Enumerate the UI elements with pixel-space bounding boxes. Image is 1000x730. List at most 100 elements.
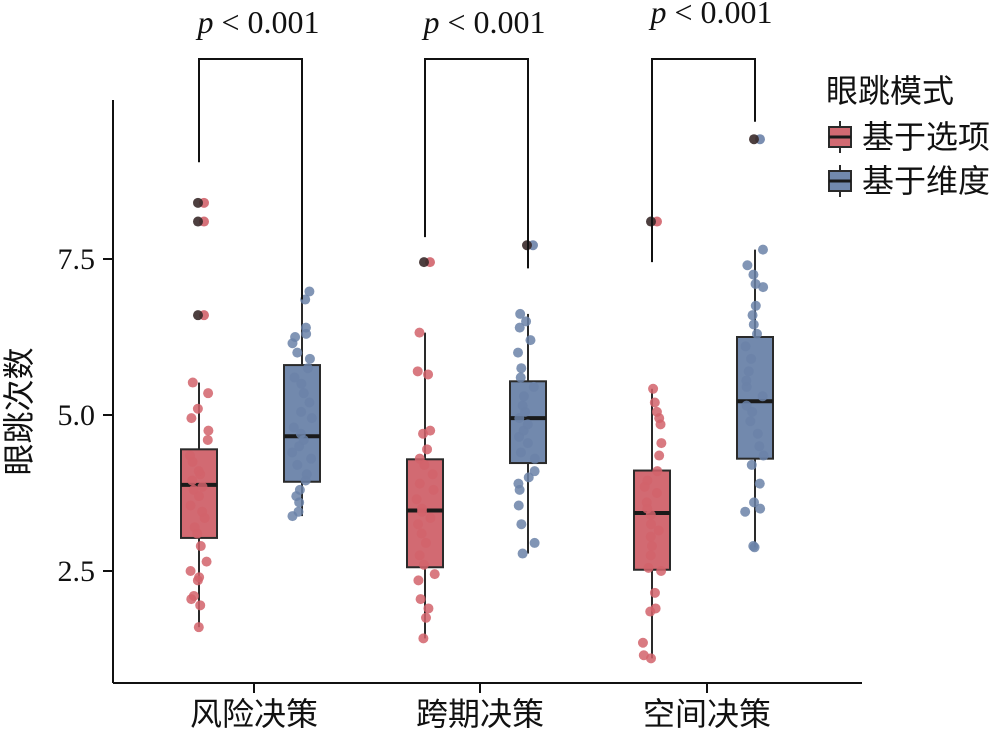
- data-point: [745, 416, 756, 427]
- data-point: [748, 269, 759, 280]
- data-point: [306, 413, 317, 424]
- data-point: [649, 397, 660, 408]
- data-point: [529, 466, 540, 477]
- box-group-1-0: [283, 286, 321, 522]
- data-point: [292, 459, 303, 470]
- box-group-0-1: [406, 257, 444, 644]
- data-point: [292, 347, 303, 358]
- data-point: [641, 497, 652, 508]
- outlier-marker: [193, 216, 203, 227]
- data-point: [301, 469, 312, 480]
- data-point: [755, 503, 766, 514]
- data-point: [421, 612, 432, 623]
- data-point: [752, 328, 763, 339]
- data-point: [287, 447, 298, 458]
- data-point: [186, 413, 197, 424]
- data-point: [523, 472, 534, 483]
- significance-bracket: [424, 58, 529, 269]
- data-point: [411, 494, 422, 505]
- legend-label-0: 基于选项: [862, 119, 990, 155]
- data-point: [202, 434, 213, 445]
- data-point: [201, 556, 212, 567]
- data-point: [192, 403, 203, 414]
- data-point: [515, 447, 526, 458]
- data-point: [515, 372, 526, 383]
- data-point: [747, 310, 758, 321]
- data-point: [651, 406, 662, 417]
- y-axis-label: 眼跳次数: [1, 347, 37, 475]
- data-point: [652, 466, 663, 477]
- p-symbol: p: [421, 4, 439, 40]
- data-point: [518, 391, 529, 402]
- data-point: [298, 388, 309, 399]
- data-point: [742, 260, 753, 271]
- p-symbol: p: [195, 4, 213, 40]
- data-point: [516, 519, 527, 530]
- data-point: [646, 519, 657, 530]
- data-point: [746, 459, 757, 470]
- data-point: [513, 478, 524, 489]
- data-point: [515, 308, 526, 319]
- data-point: [741, 375, 752, 386]
- data-point: [415, 594, 426, 605]
- data-point: [203, 388, 214, 399]
- data-point: [741, 400, 752, 411]
- legend-label-1: 基于维度: [862, 163, 990, 199]
- data-point: [420, 537, 431, 548]
- data-point: [296, 378, 307, 389]
- data-point: [412, 366, 423, 377]
- data-point: [757, 244, 768, 255]
- significance-label: p < 0.001: [648, 0, 772, 30]
- data-point: [288, 422, 299, 433]
- data-point: [416, 528, 427, 539]
- legend-title: 眼跳模式: [826, 73, 954, 109]
- y-tick-label: 7.5: [58, 243, 96, 276]
- data-point: [193, 466, 204, 477]
- data-point: [290, 332, 301, 342]
- data-point: [656, 566, 667, 576]
- data-point: [513, 500, 524, 511]
- data-point: [653, 525, 664, 536]
- data-point: [414, 550, 425, 561]
- data-point: [529, 453, 540, 464]
- y-tick-label: 5.0: [58, 399, 96, 432]
- data-point: [302, 363, 313, 374]
- x-tick-label: 风险决策: [190, 696, 318, 730]
- data-point: [295, 428, 306, 439]
- data-point: [423, 369, 434, 380]
- box-group-1-1: [509, 240, 547, 559]
- data-point: [748, 319, 759, 330]
- data-point: [185, 500, 196, 511]
- data-point: [194, 572, 205, 583]
- data-point: [414, 453, 425, 464]
- data-point: [516, 363, 527, 374]
- data-point: [306, 453, 317, 464]
- data-point: [514, 322, 525, 333]
- plot-area: [180, 134, 774, 664]
- data-point: [649, 587, 660, 598]
- data-point: [758, 450, 769, 461]
- data-point: [195, 600, 206, 611]
- data-point: [414, 327, 425, 338]
- x-tick-label: 空间决策: [643, 696, 771, 730]
- data-point: [304, 286, 315, 297]
- significance-label: p < 0.001: [195, 4, 319, 40]
- data-point: [195, 541, 206, 552]
- data-point: [296, 406, 307, 417]
- data-point: [648, 383, 659, 394]
- data-point: [740, 341, 751, 352]
- data-point: [740, 506, 751, 517]
- data-point: [203, 425, 214, 436]
- data-point: [656, 438, 667, 449]
- data-point: [300, 322, 311, 333]
- data-point: [651, 488, 662, 498]
- data-point: [197, 506, 208, 517]
- p-value-text: < 0.001: [439, 4, 545, 40]
- data-point: [748, 541, 759, 552]
- data-point: [188, 484, 199, 495]
- data-point: [754, 478, 765, 489]
- data-point: [514, 413, 525, 424]
- data-point: [517, 548, 528, 559]
- data-point: [304, 397, 315, 408]
